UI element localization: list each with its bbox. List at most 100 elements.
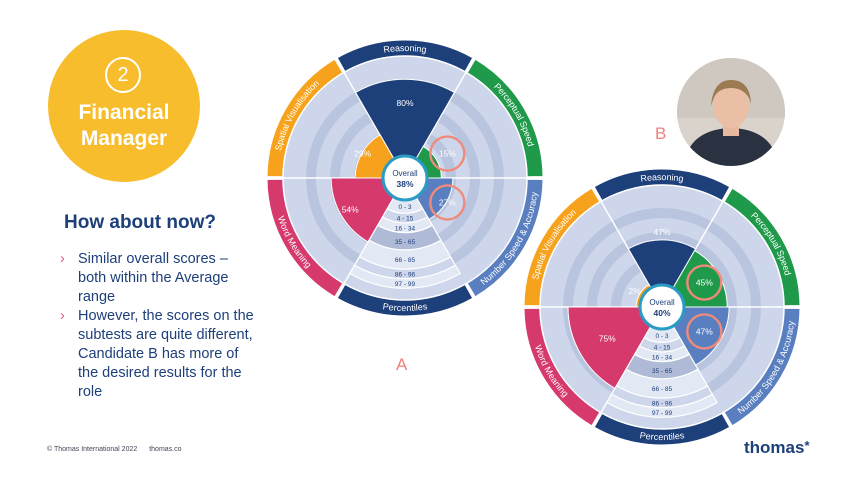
wheel-a-band-label-perceptual_speed: Perceptual Speed (492, 81, 536, 147)
wheel-a-percentile-band (353, 256, 457, 280)
wheel-a-percentile-label: 16 - 34 (395, 225, 416, 232)
wheel-a-band-label-text: Number Speed & Accuracy (479, 191, 540, 287)
wheel-b-band-label-text: Percentiles (639, 430, 685, 442)
wheel-a-sector-number_speed (415, 177, 454, 221)
wheel-b-body (539, 184, 785, 430)
wheel-b-band-label-spatial: Spatial Visualisation (530, 207, 578, 281)
wheel-b-score-word_meaning: 75% (599, 334, 616, 344)
wheel-b-sector-word_meaning (567, 306, 652, 390)
wheel-b-label-path (601, 422, 723, 437)
wheel-b-percentile-label: 16 - 34 (652, 354, 673, 361)
wheel-a-band-label-spatial: Spatial Visualisation (273, 78, 321, 152)
wheel-a-score-spatial: 29% (354, 149, 371, 159)
section-title-line1: Financial (78, 101, 170, 124)
wheel-b-label-path (532, 312, 593, 418)
wheel-b-overall-value: 40% (653, 308, 670, 318)
wheel-b-label-path (731, 197, 792, 303)
wheel-b-overall-circle (638, 283, 686, 331)
wheel-a-band-percentiles (336, 283, 474, 317)
wheel-a-band-label-text: Spatial Visualisation (273, 78, 321, 152)
wheel-b-band-label-percentiles: Percentiles (639, 430, 685, 442)
wheel-a-ring-2 (306, 79, 504, 277)
wheel-b-percentile-label: 97 - 99 (652, 410, 673, 417)
wheel-b-overall-label: Overall (649, 298, 675, 307)
logo-text: thomas (744, 438, 805, 457)
section-title: Financial Manager (48, 100, 200, 152)
wheel-a-band-label-text: Reasoning (383, 43, 427, 55)
wheel-a-band-label-reasoning: Reasoning (383, 43, 427, 55)
wheel-a-band-label-number_speed: Number Speed & Accuracy (479, 191, 540, 287)
wheel-a-band-label-word_meaning: Word Meaning (276, 215, 314, 270)
wheel-a-percentile-label: 86 - 96 (395, 271, 416, 278)
wheel-a-band-perceptual_speed (466, 58, 544, 178)
wheel-a-label-path (275, 183, 336, 289)
wheel-b-sector-reasoning (627, 239, 697, 289)
wheel-b-spoke (672, 200, 724, 289)
footer-site: thomas.co (149, 446, 182, 453)
wheel-b-highlight-number_speed (686, 313, 723, 350)
wheel-a-label-path (344, 293, 466, 308)
wheel-b-label-path (731, 312, 792, 418)
footer: © Thomas International 2022 thomas.co (47, 446, 192, 453)
candidate-a-label: A (396, 355, 408, 374)
wheel-b-band-label-reasoning: Reasoning (640, 172, 684, 184)
wheel-a-sector-perceptual_speed (415, 145, 442, 179)
wheel-b-score-perceptual_speed: 45% (696, 278, 713, 288)
wheel-b-band-word_meaning (523, 307, 601, 427)
wheel-a-spoke (415, 71, 467, 160)
wheel-a-percentile-label: 97 - 99 (395, 281, 416, 288)
bullet-item: However, the scores on the subtests are … (60, 307, 260, 402)
wheel-b-band-label-text: Number Speed & Accuracy (736, 320, 797, 416)
wheel-b-sector-perceptual_speed (672, 249, 728, 308)
wheel-b-band-label-text: Word Meaning (533, 344, 571, 399)
wheel-b-band-spatial (523, 187, 601, 307)
wheel-a-spoke (343, 196, 395, 285)
wheel-b-band-reasoning (593, 168, 731, 202)
wheel-b-highlight-perceptual_speed (686, 264, 723, 301)
wheel-a-sector-word_meaning (330, 177, 395, 243)
wheel-b-label-path (601, 177, 723, 192)
wheel-b-band-label-text: Spatial Visualisation (530, 207, 578, 281)
wheel-a-label-path (275, 68, 336, 174)
wheel-b-score-number_speed: 47% (696, 326, 713, 336)
wheel-a-band-number_speed (466, 178, 544, 298)
wheel-a-label-path (474, 68, 535, 174)
wheel-a-overall-label: Overall (392, 169, 418, 178)
slide-question: How about now? (64, 212, 216, 233)
wheel-a-band-spatial (266, 58, 344, 178)
wheel-a-group: 0 - 3 4 - 15 16 - 34 35 - 65 66 - 85 86 - 96 9… (266, 39, 544, 317)
candidate-b-label: B (655, 124, 667, 143)
footer-copyright: © Thomas International 2022 (47, 446, 138, 453)
wheel-a-overall-circle (381, 154, 429, 202)
wheel-a-band-label-percentiles: Percentiles (382, 301, 428, 313)
wheel-b-percentile-label: 86 - 96 (652, 400, 673, 407)
section-number: 2 (105, 57, 141, 93)
wheel-b-band-label-word_meaning: Word Meaning (533, 344, 571, 399)
wheel-b-label-path (532, 197, 593, 303)
section-badge: 2 Financial Manager (48, 30, 200, 182)
wheel-b-percentile-label: 0 - 3 (655, 333, 668, 340)
wheel-b-sector-number_speed (672, 306, 730, 366)
wheel-b-ring-2 (563, 208, 761, 406)
wheel-a-band-label-text: Percentiles (382, 301, 428, 313)
wheel-a-sector-spatial (354, 134, 395, 179)
wheel-a-spoke (343, 71, 395, 160)
wheel-b-band-label-number_speed: Number Speed & Accuracy (736, 320, 797, 416)
wheel-a-band-label-text: Perceptual Speed (492, 81, 536, 147)
wheel-b-spoke (600, 325, 652, 414)
wheel-a-score-reasoning: 80% (396, 98, 413, 108)
bullet-list: Similar overall scores – both within the… (60, 250, 260, 402)
wheel-b-percentile-band (606, 393, 718, 418)
wheel-b-band-label-text: Perceptual Speed (749, 210, 793, 276)
wheel-a-body (282, 55, 528, 301)
wheel-b-spoke (600, 200, 652, 289)
wheel-b-percentile-band (643, 325, 681, 344)
wheel-b-percentile-band (638, 336, 686, 353)
wheel-b-score-reasoning: 47% (653, 227, 670, 237)
wheel-a-ring-1 (330, 103, 480, 253)
wheel-b-band-number_speed (723, 307, 801, 427)
wheel-b-band-label-perceptual_speed: Perceptual Speed (749, 210, 793, 276)
wheel-a-overall-value: 38% (396, 179, 413, 189)
wheel-b-percentile-band (633, 345, 691, 363)
wheel-a-percentile-label: 0 - 3 (398, 204, 411, 211)
